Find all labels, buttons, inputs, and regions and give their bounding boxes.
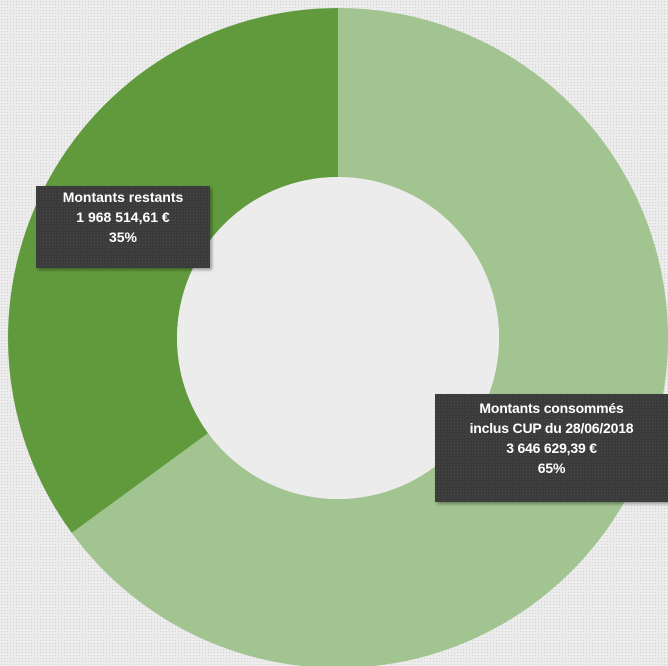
doughnut-slices [7,8,668,666]
data-label-consommes: Montants consommés inclus CUP du 28/06/2… [435,394,668,502]
data-label-consommes-name: Montants consommés [479,400,624,416]
doughnut-hole [177,177,499,499]
data-label-restants-amount: 1 968 514,61 € [76,209,170,225]
data-label-restants: Montants restants 1 968 514,61 € 35% [36,186,210,268]
data-label-consommes-percent: 65% [537,460,566,476]
data-label-consommes-amount: 3 646 629,39 € [506,440,597,456]
data-label-consommes-subname: inclus CUP du 28/06/2018 [469,420,634,436]
data-label-restants-name: Montants restants [62,189,184,205]
slice-restants [7,8,338,533]
data-label-restants-percent: 35% [108,229,138,245]
